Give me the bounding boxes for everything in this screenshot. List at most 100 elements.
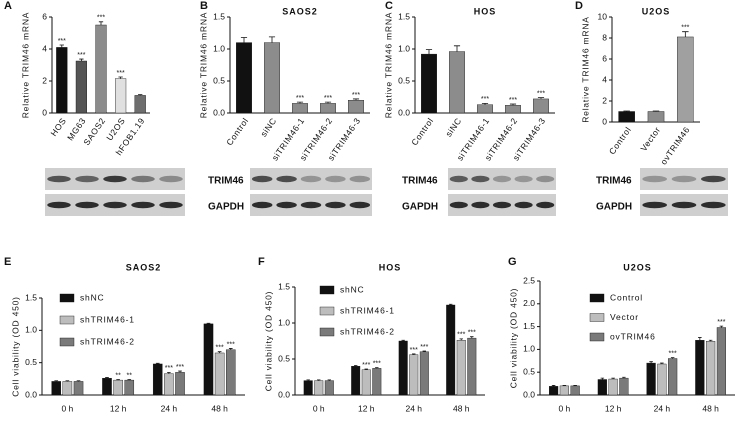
bar (175, 372, 185, 396)
blot (250, 168, 372, 190)
y-tick-label: 2 (42, 75, 47, 85)
bar (456, 340, 466, 396)
blot-band (131, 201, 155, 209)
blot-band (349, 201, 371, 209)
blot-band (492, 201, 512, 209)
legend-label: shNC (340, 284, 364, 294)
blot-band (642, 201, 667, 209)
y-tick-label: 2.5 (523, 275, 535, 285)
significance-label: *** (97, 15, 105, 22)
bar (51, 381, 62, 396)
bar (95, 24, 107, 114)
y-tick-label: 1.5 (25, 292, 37, 302)
bar (677, 36, 694, 123)
error-bar (98, 21, 104, 25)
significance-label: *** (176, 364, 184, 371)
legend-label: shTRIM46-1 (80, 314, 135, 324)
bar (446, 304, 456, 396)
y-tick-label: 1.5 (398, 11, 410, 21)
y-tick-label: 2 (602, 95, 607, 105)
y-tick-label: 2.0 (523, 298, 535, 308)
significance-label: *** (410, 347, 418, 354)
error-bar (422, 350, 427, 352)
error-bar (448, 303, 453, 305)
bar (203, 323, 214, 396)
bar (467, 337, 477, 396)
bar (351, 366, 361, 396)
error-bar (719, 325, 724, 328)
legend-swatch (319, 306, 335, 316)
panel-letter: F (258, 256, 265, 268)
error-bar (649, 361, 653, 364)
bar (303, 380, 313, 396)
bar (421, 53, 437, 114)
y-tick-label: 6 (42, 11, 47, 21)
bar (314, 380, 324, 396)
blot-band (701, 175, 726, 183)
blot (448, 168, 556, 190)
error-bar (682, 31, 689, 37)
bar (124, 379, 135, 396)
bar (62, 381, 73, 396)
x-tick-label: 12 h (358, 403, 375, 413)
y-tick-label: 8 (602, 32, 607, 42)
y-tick-label: 1.0 (278, 317, 290, 327)
legend-swatch (59, 337, 75, 347)
legend-swatch (589, 332, 605, 342)
bar (73, 381, 84, 396)
blot-band (471, 175, 490, 183)
error-bar (412, 353, 416, 355)
bar (559, 385, 569, 396)
panel-letter: D (575, 0, 583, 12)
blot-band (671, 201, 697, 209)
bar (646, 362, 656, 396)
significance-label: *** (457, 332, 465, 339)
significance-label: *** (509, 97, 517, 104)
blot-band (159, 201, 183, 209)
y-axis-label: Relative TRIM46 mRNA (383, 12, 393, 119)
blot-band (276, 175, 297, 183)
blot-label: TRIM46 (596, 176, 632, 187)
y-tick-label: 1.0 (213, 43, 225, 53)
significance-label: *** (58, 38, 66, 45)
chart-title: HOS (474, 6, 497, 16)
error-bar (228, 348, 233, 350)
x-tick-label: Control (607, 125, 633, 157)
blot-band (47, 201, 71, 209)
blot-band (159, 175, 183, 183)
error-bar (155, 362, 160, 364)
legend-swatch (589, 313, 605, 322)
legend-label: Vector (610, 312, 639, 322)
x-tick-label: 48 h (211, 403, 228, 413)
blot-band (251, 201, 273, 209)
error-bar (622, 376, 626, 379)
y-tick-label: 10 (598, 11, 608, 21)
blot-band (349, 175, 371, 183)
bar (113, 379, 123, 396)
bar (409, 354, 419, 396)
x-tick-label: 0 h (61, 403, 73, 413)
significance-label: *** (420, 344, 428, 351)
error-bar (327, 379, 332, 381)
blot-label: GAPDH (596, 202, 632, 213)
significance-label: *** (669, 350, 677, 357)
bar (214, 352, 225, 396)
y-tick-label: 0.5 (25, 357, 37, 367)
error-bar (127, 379, 132, 381)
error-bar (401, 339, 405, 341)
bar (695, 340, 705, 396)
error-bar (353, 365, 358, 367)
bar (292, 103, 308, 114)
bar (372, 368, 382, 396)
chart-title: HOS (379, 262, 402, 272)
significance-label: *** (352, 92, 360, 99)
y-tick-label: 4 (602, 74, 607, 84)
legend-label: ovTRIM46 (610, 331, 656, 341)
error-bar (306, 379, 310, 381)
error-bar (116, 379, 120, 381)
blot-band (449, 201, 468, 209)
legend-swatch (319, 285, 335, 295)
blot-band (642, 175, 667, 183)
blot-band (514, 175, 533, 183)
